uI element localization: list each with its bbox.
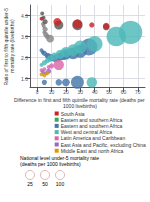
svg-text:40: 40: [92, 89, 98, 95]
svg-text:2.0: 2.0: [21, 55, 28, 61]
svg-text:30: 30: [78, 89, 84, 95]
svg-text:4.0: 4.0: [21, 13, 28, 19]
svg-text:East Asia and Pacific, excludi: East Asia and Pacific, excluding China: [61, 142, 146, 148]
svg-text:50: 50: [106, 89, 112, 95]
svg-text:10: 10: [49, 89, 55, 95]
svg-text:Ratio of first to fifth quinti: Ratio of first to fifth quintile under-5: [3, 6, 10, 86]
svg-text:70: 70: [135, 89, 141, 95]
svg-text:Eastern and southern Africa: Eastern and southern Africa: [61, 117, 123, 123]
svg-text:Latin America and Caribbean: Latin America and Caribbean: [61, 135, 126, 141]
svg-text:3.0: 3.0: [21, 34, 28, 40]
svg-text:(deaths per 1000 livebirths): (deaths per 1000 livebirths): [20, 161, 81, 167]
svg-text:South Asia: South Asia: [61, 111, 85, 117]
svg-text:50: 50: [42, 181, 48, 187]
svg-text:National level under-5 mortali: National level under-5 mortality rate: [20, 155, 99, 161]
svg-text:mortality rate (livebirths): mortality rate (livebirths): [9, 19, 15, 73]
svg-text:1000 livebirths): 1000 livebirths): [63, 103, 97, 109]
svg-text:25: 25: [27, 181, 33, 187]
svg-text:Difference in first and fifth: Difference in first and fifth quintile m…: [13, 97, 147, 103]
svg-text:Eastern and southern Africa: Eastern and southern Africa: [61, 123, 123, 129]
svg-text:West and central Africa: West and central Africa: [61, 129, 113, 135]
svg-text:100: 100: [56, 181, 65, 187]
svg-text:20: 20: [63, 89, 69, 95]
svg-text:60: 60: [121, 89, 127, 95]
svg-text:1.0: 1.0: [21, 76, 28, 82]
svg-text:Middle East and north Africa: Middle East and north Africa: [61, 148, 124, 154]
svg-text:0: 0: [36, 89, 39, 95]
